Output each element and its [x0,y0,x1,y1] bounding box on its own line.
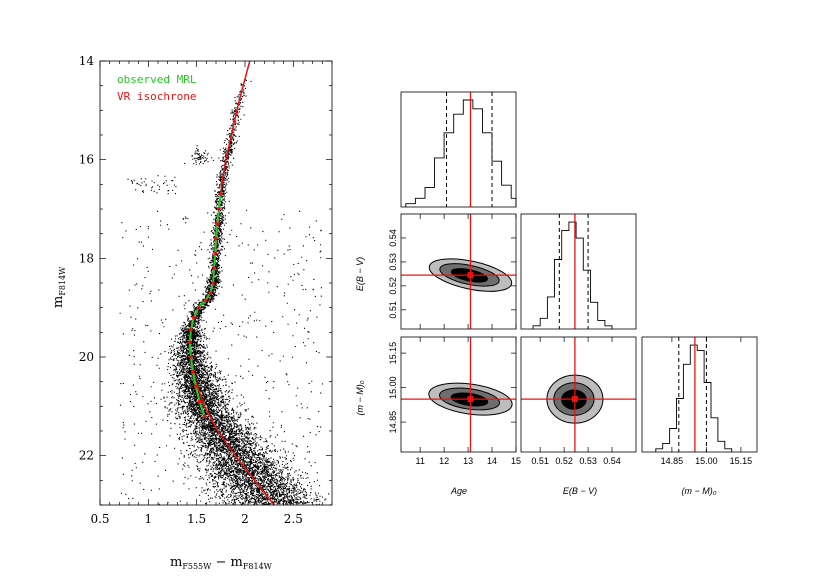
mrl-point [208,291,212,295]
dm-y-axis-label: (m − M)₀ [355,380,365,415]
x-tick-label: 15 [511,456,521,466]
mrl-point [191,370,195,374]
panel-frame [400,91,517,208]
mrl-point [193,384,198,389]
cmd-xlabel-m1: m [170,555,182,570]
panel-frame [641,336,758,453]
cmd-panel: 0.5 1 1.5 2 2.5 14 16 18 20 22 observed MRL VR i… [51,54,333,571]
cmd-xlabel-mid: − m [211,555,242,570]
cmd-ylabel-m: m [51,296,66,308]
ebv-y-axis-label: E(B − V) [355,257,365,291]
cmd-y-tick-label: 16 [79,153,94,167]
cmd-x-axis-label: mF555W − mF814W [170,555,273,571]
cmd-x-tick-label: 2 [241,512,249,526]
y-tick-label: 15.15 [388,342,398,365]
x-tick-label: 11 [415,456,424,466]
mrl-point [215,222,219,226]
cmd-x-tick-labels: 0.5 1 1.5 2 2.5 [90,512,302,526]
mrl-point [203,298,208,303]
histogram-bars [655,344,733,452]
y-tick-label: 0.54 [388,229,398,247]
y-tick-label: 15.00 [388,376,398,399]
x-tick-label: 13 [463,456,473,466]
best-fit-point [467,272,474,279]
cmd-x-tick-label: 1.5 [187,512,206,526]
best-fit-point [571,396,578,403]
y-tick-label: 0.52 [388,277,398,295]
vr-isochrone-line [189,60,275,506]
cmd-x-tick-label: 1 [145,512,153,526]
x-tick-label: 0.53 [579,456,597,466]
cmd-x-tick-label: 0.5 [90,512,109,526]
cmd-xlabel-sub2: F814W [243,562,273,571]
mrl-point [197,399,202,404]
cmd-y-tick-label: 18 [79,251,94,265]
mrl-point [202,414,207,419]
panel-frame [520,213,637,330]
x-tick-label: 0.54 [603,456,621,466]
x-tick-label: 12 [439,456,449,466]
cmd-ylabel-sub: F814W [58,266,67,296]
age-x-axis-label: Age [450,486,467,496]
mrl-point [196,305,201,310]
observed-mrl-line [188,194,222,417]
mrl-point [189,355,193,359]
panel-dm-histogram: 14.85 15.00 15.15 [641,336,758,466]
best-fit-point [467,396,474,403]
x-tick-label: 15.15 [730,456,753,466]
histogram-bars [405,99,517,207]
dm-x-axis-label: (m − M)₀ [681,486,716,496]
x-tick-label: 0.51 [531,456,549,466]
cmd-x-tick-label: 2.5 [284,512,303,526]
cmd-y-tick-label: 20 [79,350,94,364]
cmd-ticks [99,60,333,506]
legend-observed-mrl: observed MRL [117,73,197,86]
mrl-point [212,266,216,271]
observed-mrl-markers [188,192,223,419]
cmd-y-tick-label: 14 [79,54,95,68]
panel-age-histogram [400,91,517,208]
x-tick-label: 15.00 [695,456,718,466]
legend-vr-isochrone: VR isochrone [117,90,196,103]
cmd-xlabel-sub1: F555W [182,562,212,571]
cmd-y-tick-label: 22 [79,449,94,463]
panel-ebv-histogram [520,213,637,330]
mrl-point [191,315,196,320]
panel-frame [400,213,517,330]
panel-frame [520,336,637,453]
x-tick-label: 14 [487,456,497,466]
x-tick-label: 0.52 [555,456,573,466]
mrl-point [214,236,218,241]
mrl-point [211,281,215,285]
cmd-y-axis-label: mF814W [51,266,67,308]
y-tick-label: 0.53 [388,253,398,271]
y-tick-label: 0.51 [388,301,398,319]
histogram-bars [532,221,613,329]
panel-age-dm-contour: 11 12 13 14 15 14.85 15.00 15.15 [388,336,521,466]
corner-plot: 0.51 0.52 0.53 0.54 11 12 13 14 15 14.85 15.00 15.… [355,91,758,496]
mrl-point [217,207,221,211]
mrl-point [188,340,192,345]
panel-ebv-dm-contour: 0.51 0.52 0.53 0.54 [520,336,637,466]
x-tick-label: 14.85 [661,456,684,466]
mrl-point [219,192,223,196]
cmd-y-tick-labels: 14 16 18 20 22 [79,54,95,463]
panel-age-ebv-contour: 0.51 0.52 0.53 0.54 [388,213,517,330]
y-tick-label: 14.85 [388,411,398,434]
mrl-point [189,328,193,332]
ebv-x-axis-label: E(B − V) [563,486,597,496]
mrl-point [213,251,217,256]
panel-frame [400,336,517,453]
